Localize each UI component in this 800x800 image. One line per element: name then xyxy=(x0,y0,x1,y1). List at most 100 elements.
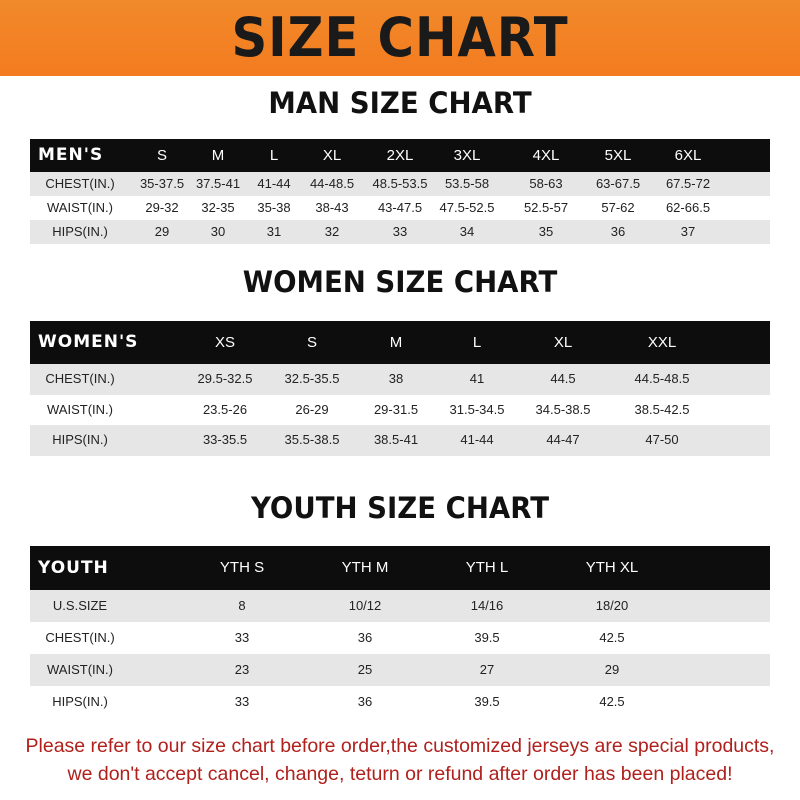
table-cell: 34 xyxy=(459,224,475,239)
table-cell: 10/12 xyxy=(348,598,382,613)
table-cell: 58-63 xyxy=(529,176,563,191)
table-header-row: YOUTH YTH S YTH M YTH L YTH XL xyxy=(30,546,770,590)
table-cell: 25 xyxy=(357,662,373,677)
table-cell: L xyxy=(269,147,279,164)
table-cell: 29-32 xyxy=(145,200,179,215)
table-cell: 14/16 xyxy=(470,598,504,613)
table-cell: 53.5-58 xyxy=(444,176,490,191)
table-cell: 35-37.5 xyxy=(139,176,185,191)
table-cell: 32.5-35.5 xyxy=(284,371,340,386)
table-row: HIPS(IN.) 33-35.5 35.5-38.5 38.5-41 41-44 44-… xyxy=(30,425,770,456)
table-cell: 29 xyxy=(604,662,620,677)
table-cell: 33 xyxy=(234,694,250,709)
table-header-row: MEN'S S M L XL 2XL 3XL 4XL 5XL 6XL xyxy=(30,139,770,172)
row-label: MEN'S xyxy=(38,145,104,165)
table-cell: YTH XL xyxy=(585,559,639,576)
youth-section-title: YOUTH SIZE CHART xyxy=(250,491,550,525)
table-cell: 67.5-72 xyxy=(665,176,711,191)
table-cell: 38.5-42.5 xyxy=(634,401,690,417)
table-row: HIPS(IN.) 33 36 39.5 42.5 xyxy=(30,686,770,718)
table-cell: 43-47.5 xyxy=(377,200,423,215)
table-cell: 34.5-38.5 xyxy=(535,401,591,417)
table-cell: 47-50 xyxy=(645,432,679,447)
table-cell: 36 xyxy=(610,224,626,239)
table-cell: 44-48.5 xyxy=(309,176,355,191)
row-label: HIPS(IN.) xyxy=(52,224,108,239)
row-label: WAIST(IN.) xyxy=(47,401,113,417)
table-cell: 29-31.5 xyxy=(373,401,419,417)
table-cell: 41 xyxy=(469,371,485,386)
table-cell: 35 xyxy=(538,224,554,239)
youth-size-table: YOUTH YTH S YTH M YTH L YTH XL U.S.SIZE 8 10/12… xyxy=(30,546,770,718)
table-cell: 36 xyxy=(357,630,373,645)
table-cell: S xyxy=(306,334,318,351)
table-row: CHEST(IN.) 35-37.5 37.5-41 41-44 44-48.5 48.5… xyxy=(30,172,770,196)
table-cell: 4XL xyxy=(532,147,560,164)
table-cell: 36 xyxy=(357,694,373,709)
table-cell: 44.5-48.5 xyxy=(634,371,690,386)
table-cell: YTH S xyxy=(219,559,265,576)
table-cell: 63-67.5 xyxy=(595,176,641,191)
table-cell: 18/20 xyxy=(595,598,629,613)
row-label: CHEST(IN.) xyxy=(45,371,115,386)
table-row: CHEST(IN.) 33 36 39.5 42.5 xyxy=(30,622,770,654)
table-cell: XS xyxy=(214,334,236,351)
table-cell: 39.5 xyxy=(474,694,500,709)
table-cell: 33 xyxy=(234,630,250,645)
table-cell: 31.5-34.5 xyxy=(449,401,505,417)
table-cell: 2XL xyxy=(386,147,414,164)
table-cell: 57-62 xyxy=(601,200,635,215)
row-label: U.S.SIZE xyxy=(52,598,108,613)
table-cell: 29.5-32.5 xyxy=(197,371,253,386)
table-cell: 35.5-38.5 xyxy=(284,432,340,447)
table-cell: 29 xyxy=(154,224,170,239)
table-cell: 44-47 xyxy=(546,432,580,447)
table-cell: 5XL xyxy=(604,147,632,164)
table-cell: 41-44 xyxy=(257,176,291,191)
table-cell: 35-38 xyxy=(257,200,291,215)
table-row: WAIST(IN.) 23 25 27 29 xyxy=(30,654,770,686)
table-row: U.S.SIZE 8 10/12 14/16 18/20 xyxy=(30,590,770,622)
table-cell: 32-35 xyxy=(201,200,235,215)
title-banner: SIZE CHART xyxy=(0,0,800,76)
table-cell: XXL xyxy=(647,334,677,351)
table-cell: 32 xyxy=(324,224,340,239)
table-cell: 3XL xyxy=(453,147,481,164)
row-label: CHEST(IN.) xyxy=(45,176,115,191)
table-header-row: WOMEN'S XS S M L XL XXL xyxy=(30,321,770,364)
table-cell: XL xyxy=(553,334,573,351)
row-label: WAIST(IN.) xyxy=(47,662,113,677)
table-cell: 23 xyxy=(234,662,250,677)
men-size-table: MEN'S S M L XL 2XL 3XL 4XL 5XL 6XL CHEST(IN.) 35-37… xyxy=(30,139,770,244)
table-row: WAIST(IN.) 23.5-26 26-29 29-31.5 31.5-34.5 34… xyxy=(30,394,770,425)
table-cell: L xyxy=(472,334,482,351)
table-cell: 48.5-53.5 xyxy=(372,176,428,191)
row-label: HIPS(IN.) xyxy=(52,694,108,709)
table-cell: 31 xyxy=(266,224,282,239)
table-cell: 44.5 xyxy=(550,371,576,386)
table-cell: 27 xyxy=(479,662,495,677)
table-cell: 33-35.5 xyxy=(202,432,248,447)
men-section-title: MAN SIZE CHART xyxy=(268,86,532,120)
table-cell: 52.5-57 xyxy=(523,200,569,215)
women-size-table: WOMEN'S XS S M L XL XXL CHEST(IN.) 29.5-32.5 32.5… xyxy=(30,321,770,456)
table-row: CHEST(IN.) 29.5-32.5 32.5-35.5 38 41 44.5 44.5… xyxy=(30,364,770,395)
table-cell: 30 xyxy=(210,224,226,239)
table-cell: YTH M xyxy=(341,559,389,576)
table-cell: 47.5-52.5 xyxy=(439,200,495,215)
table-cell: 6XL xyxy=(674,147,702,164)
table-cell: 8 xyxy=(238,598,246,613)
page-title: SIZE CHART xyxy=(231,6,569,69)
table-cell: 38-43 xyxy=(315,200,349,215)
table-cell: 62-66.5 xyxy=(665,200,711,215)
table-cell: 38 xyxy=(388,371,404,386)
row-label: HIPS(IN.) xyxy=(52,432,108,447)
footer-note-line-1: Please refer to our size chart before or… xyxy=(25,735,775,757)
table-cell: YTH L xyxy=(465,559,509,576)
table-cell: 42.5 xyxy=(599,630,625,645)
row-label: YOUTH xyxy=(38,558,109,578)
table-cell: 37.5-41 xyxy=(195,176,241,191)
row-label: CHEST(IN.) xyxy=(45,630,115,645)
table-cell: 26-29 xyxy=(295,401,329,417)
table-row: WAIST(IN.) 29-32 32-35 35-38 38-43 43-47.5 47.… xyxy=(30,196,770,220)
